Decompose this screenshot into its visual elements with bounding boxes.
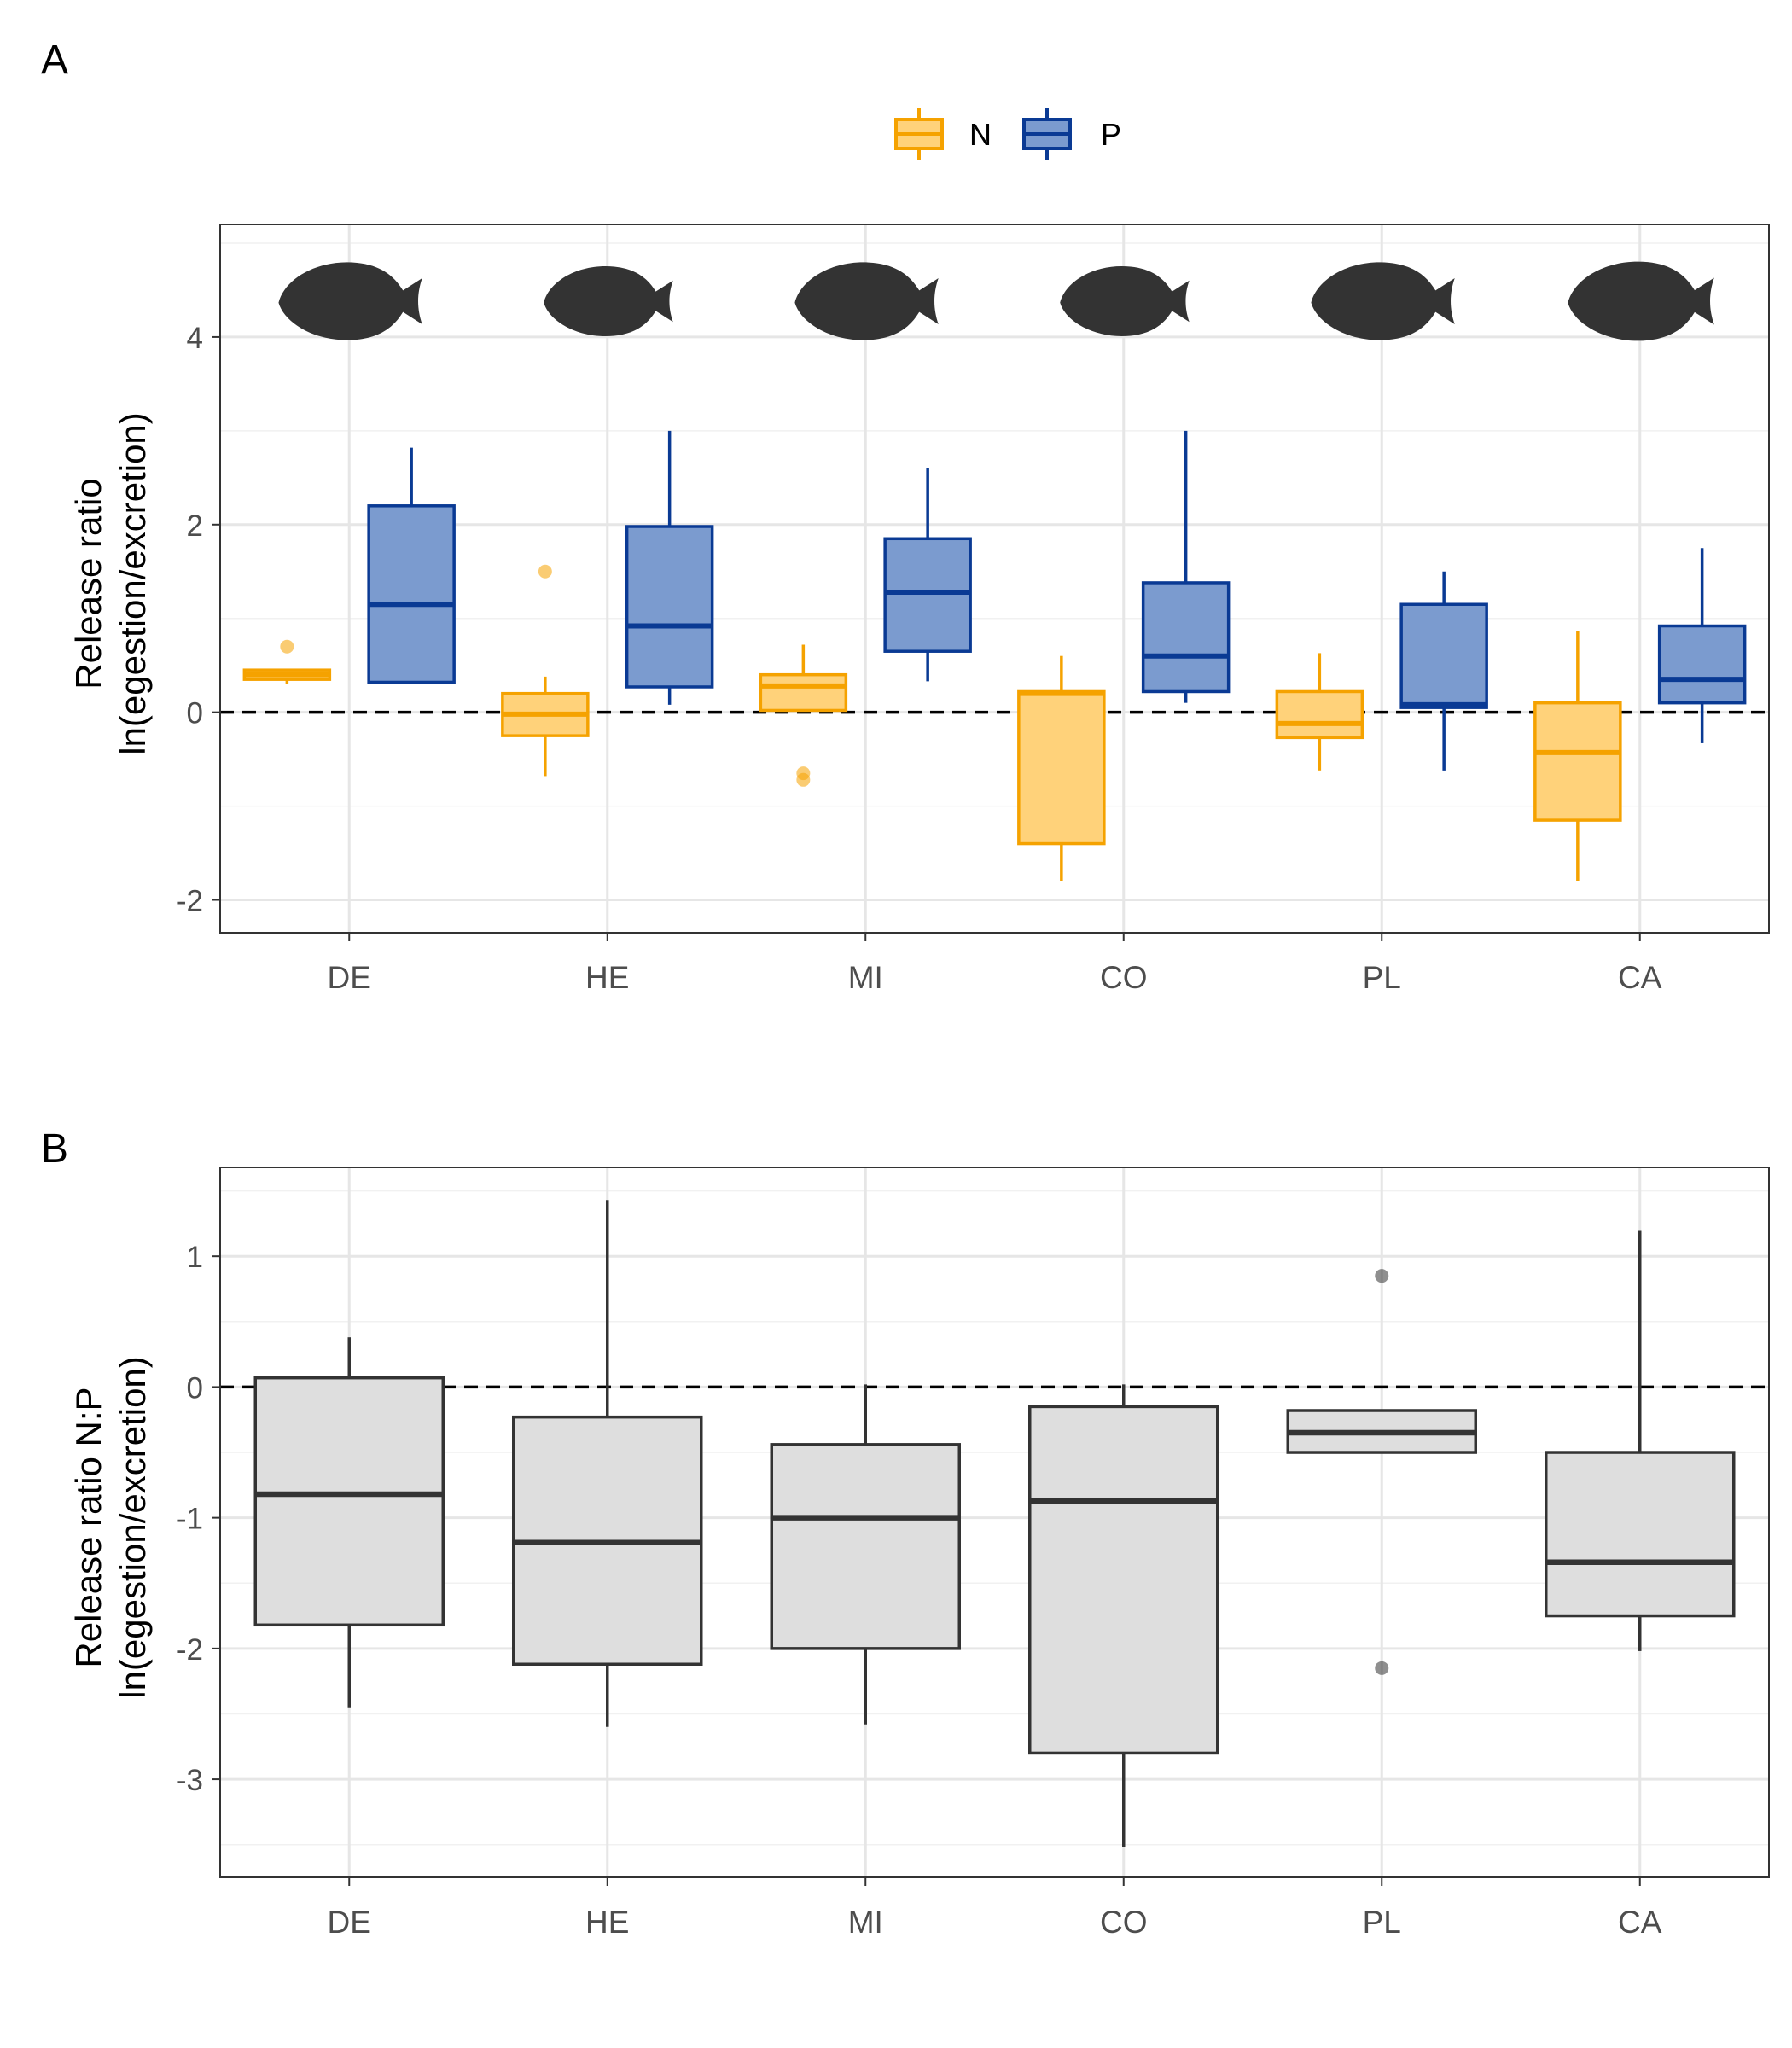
outlier-point xyxy=(1375,1661,1389,1675)
panel-a-y-ticks: -2 0 2 4 xyxy=(177,322,220,918)
box-body xyxy=(625,525,714,689)
y-tick-label: 4 xyxy=(187,322,203,355)
box-p-co xyxy=(1141,430,1231,703)
outlier-point xyxy=(280,639,294,654)
y-tick-label: -2 xyxy=(177,885,203,918)
x-tick-label: MI xyxy=(848,960,883,995)
y-tick-label: 2 xyxy=(187,509,203,543)
panel-b: B -3 -2 -1 0 1 DE HE MI CO PL CA Release ratio N:… xyxy=(41,1126,1770,1940)
x-tick-label: MI xyxy=(848,1905,883,1940)
box-body xyxy=(1275,689,1364,740)
box-body xyxy=(1141,581,1231,694)
panel-a: A N P -2 0 2 4 DE HE MI CO PL CA Release ratio l… xyxy=(41,38,1770,995)
y-tick-label: -3 xyxy=(177,1764,203,1797)
box-p-he xyxy=(625,430,714,705)
x-tick-label: CA xyxy=(1618,960,1662,995)
box-body xyxy=(759,672,848,713)
box-n-ca xyxy=(1533,631,1622,881)
panel-a-x-ticks: DE HE MI CO PL CA xyxy=(328,933,1662,995)
legend: N P xyxy=(894,108,1121,160)
box-n-mi xyxy=(759,644,848,787)
box-n-pl xyxy=(1275,653,1364,771)
y-tick-label: -1 xyxy=(177,1503,203,1536)
box-p-de xyxy=(367,447,456,684)
box-body xyxy=(883,537,972,653)
box-body xyxy=(1017,689,1106,846)
box-body xyxy=(1533,701,1622,822)
panel-b-label: B xyxy=(41,1126,68,1172)
box-body xyxy=(253,1376,445,1627)
box-p-pl xyxy=(1399,571,1488,771)
box-co xyxy=(1028,1384,1219,1847)
box-body xyxy=(770,1443,961,1650)
x-tick-label: HE xyxy=(585,960,629,995)
panel-b-y-label-2: ln(egestion/excretion) xyxy=(113,1356,153,1699)
y-tick-label: 0 xyxy=(187,1371,203,1405)
x-tick-label: DE xyxy=(328,1905,371,1940)
panel-b-boxes xyxy=(253,1200,1736,1847)
x-tick-label: PL xyxy=(1363,1905,1401,1940)
y-tick-label: -2 xyxy=(177,1633,203,1667)
outlier-point xyxy=(1375,1269,1389,1283)
x-tick-label: CA xyxy=(1618,1905,1662,1940)
panel-b-x-ticks: DE HE MI CO PL CA xyxy=(328,1877,1662,1940)
box-he xyxy=(512,1200,703,1727)
legend-label-p: P xyxy=(1101,117,1121,152)
box-p-ca xyxy=(1657,548,1747,743)
panel-a-y-label-1: Release ratio xyxy=(68,478,108,689)
panel-a-boxes xyxy=(242,430,1747,881)
box-body xyxy=(1399,602,1488,709)
panel-a-frame xyxy=(219,224,1770,934)
outlier-point xyxy=(538,564,552,579)
panel-a-y-label-2: ln(egestion/excretion) xyxy=(113,412,153,755)
box-n-he xyxy=(501,564,590,777)
panel-a-label: A xyxy=(41,38,68,83)
box-pl xyxy=(1286,1269,1477,1675)
panel-b-y-label-1: Release ratio N:P xyxy=(68,1387,108,1667)
box-mi xyxy=(770,1384,961,1725)
legend-entry-n: N xyxy=(894,108,992,160)
x-tick-label: DE xyxy=(328,960,371,995)
box-p-mi xyxy=(883,468,972,682)
y-tick-label: 1 xyxy=(187,1241,203,1274)
box-ca xyxy=(1545,1230,1736,1651)
box-body xyxy=(1028,1405,1219,1755)
box-body xyxy=(1657,624,1747,705)
box-de xyxy=(253,1337,445,1708)
outlier-point xyxy=(796,772,811,787)
legend-entry-p: P xyxy=(1022,108,1121,160)
panel-b-frame xyxy=(219,1167,1770,1878)
box-body xyxy=(1545,1451,1736,1618)
box-n-de xyxy=(242,639,332,684)
box-body xyxy=(367,504,456,684)
x-tick-label: CO xyxy=(1100,960,1148,995)
panel-a-grid xyxy=(220,224,1769,933)
box-n-co xyxy=(1017,655,1106,881)
x-tick-label: HE xyxy=(585,1905,629,1940)
x-tick-label: PL xyxy=(1363,960,1401,995)
panel-b-y-ticks: -3 -2 -1 0 1 xyxy=(177,1241,220,1797)
y-tick-label: 0 xyxy=(187,697,203,730)
x-tick-label: CO xyxy=(1100,1905,1148,1940)
legend-label-n: N xyxy=(969,117,992,152)
